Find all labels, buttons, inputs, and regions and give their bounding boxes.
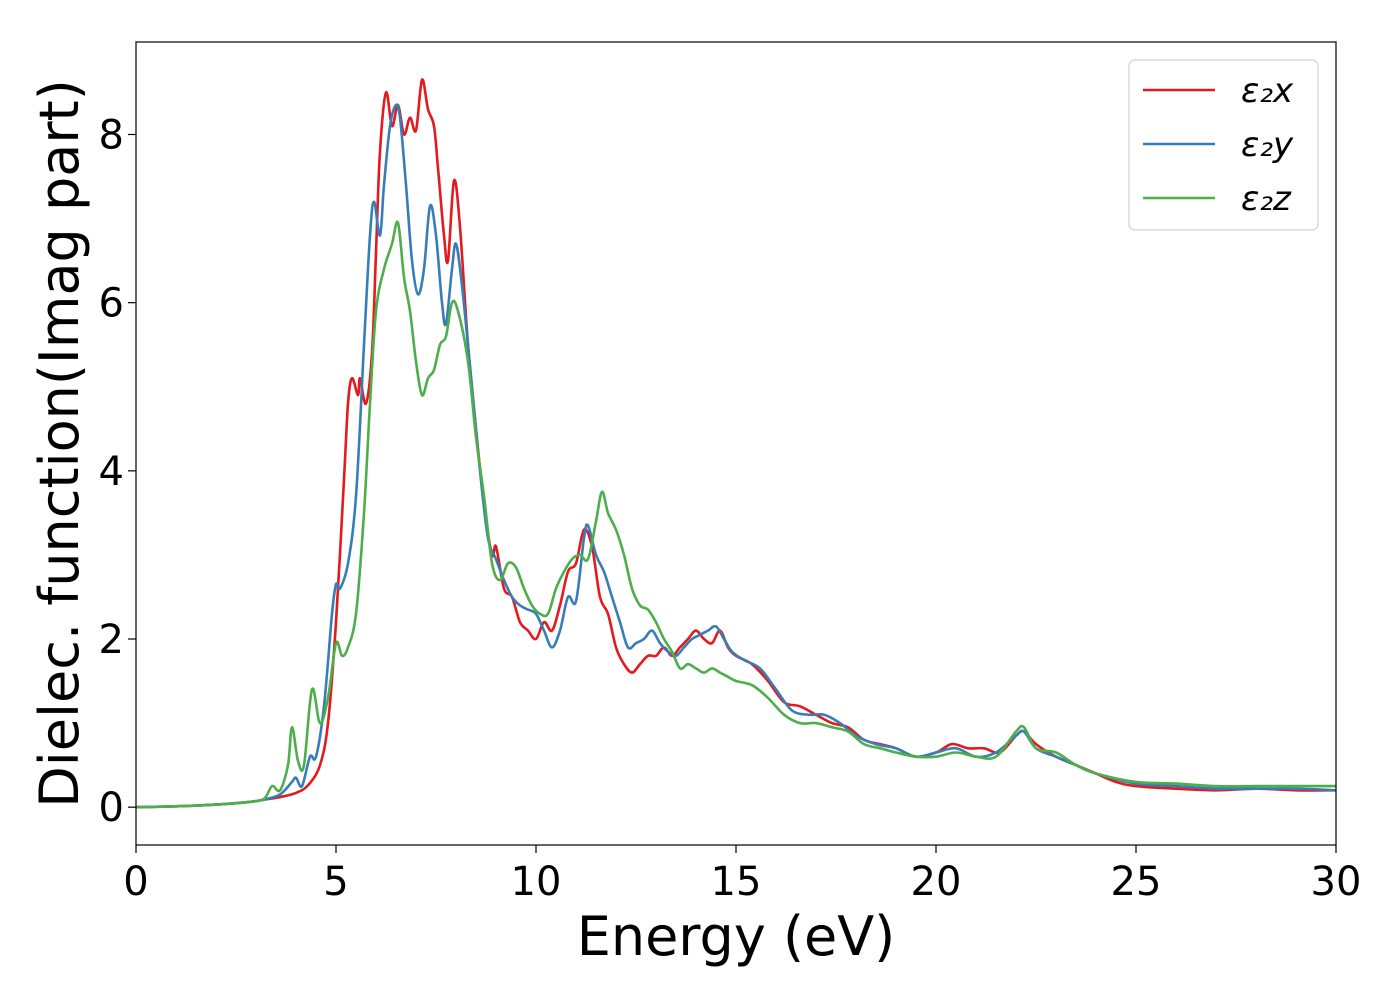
legend-label: ε₂y	[1241, 125, 1294, 165]
series-layer	[135, 78, 1337, 809]
x-axis-label: Energy (eV)	[577, 905, 896, 968]
x-tick-label: 30	[1311, 859, 1362, 905]
legend-label: ε₂x	[1241, 71, 1294, 111]
y-tick-label: 2	[99, 617, 124, 663]
series-line-3	[135, 220, 1336, 809]
x-tick-label: 20	[911, 859, 962, 905]
y-axis-label: Dielec. function(Imag part)	[28, 79, 91, 808]
x-tick-label: 10	[511, 859, 562, 905]
y-tick-label: 0	[99, 785, 124, 831]
y-tick-label: 6	[99, 281, 124, 327]
series-line-1	[135, 78, 1337, 809]
x-tick-label: 25	[1111, 859, 1162, 905]
x-axis-ticks: 0 5 10 15 20 25 30	[123, 845, 1361, 905]
x-tick-label: 0	[123, 859, 148, 905]
legend: ε₂x ε₂y ε₂z	[1128, 59, 1319, 231]
x-tick-label: 5	[323, 859, 348, 905]
legend-frame	[1128, 59, 1319, 231]
y-tick-label: 4	[99, 449, 124, 495]
legend-label: ε₂z	[1241, 179, 1292, 219]
x-tick-label: 15	[711, 859, 762, 905]
y-tick-label: 8	[99, 112, 124, 158]
y-axis-ticks: 0 2 4 6 8	[99, 112, 136, 831]
